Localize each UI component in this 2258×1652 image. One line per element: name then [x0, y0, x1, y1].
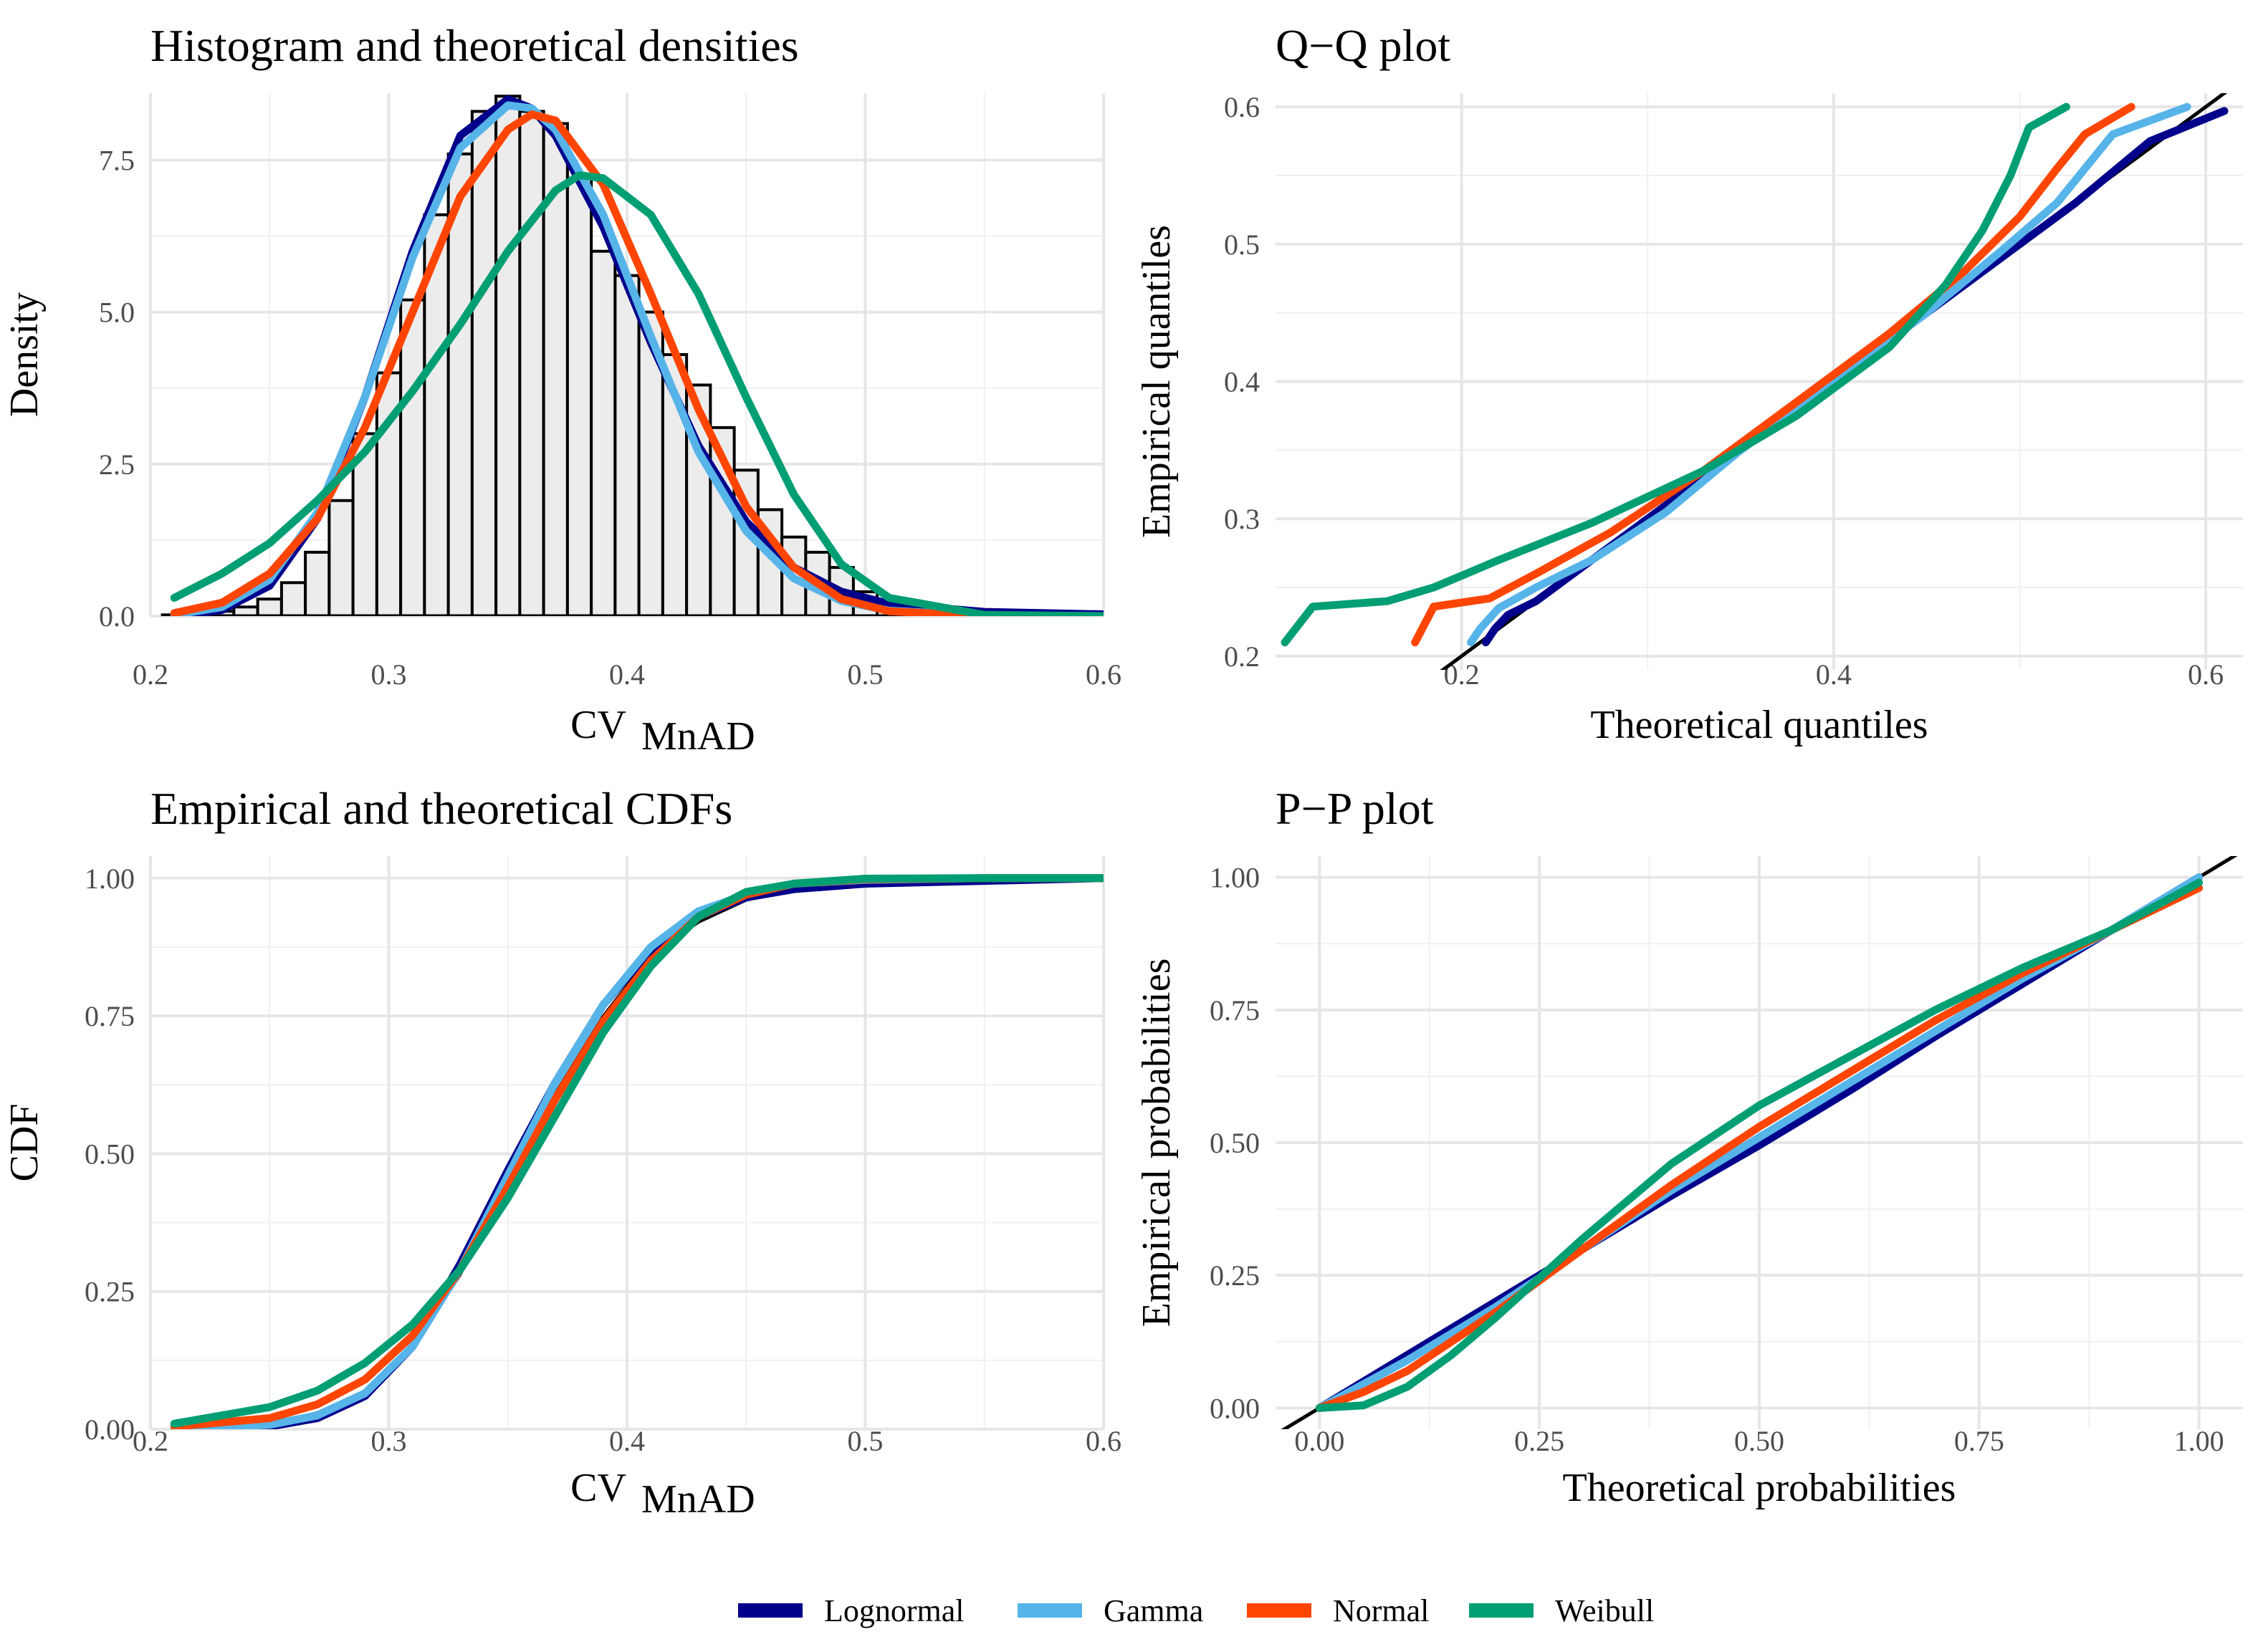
x-tick-label: 0.25 — [1514, 1425, 1564, 1457]
y-axis-title: Empirical quantiles — [1134, 225, 1179, 538]
histogram-bar — [590, 249, 617, 616]
histogram-bar — [399, 298, 426, 616]
y-tick-label: 0.25 — [1210, 1259, 1260, 1292]
histogram-bar — [518, 110, 545, 616]
legend-label: Normal — [1333, 1593, 1429, 1628]
histogram-panel: 0.2 0.3 0.4 0.5 0.6 0.0 2.5 5.0 7.5 Histogram and… — [2, 20, 1121, 759]
y-tick-label: 0.00 — [85, 1413, 135, 1446]
histogram-bar — [565, 176, 593, 616]
x-tick-label: 0.6 — [2188, 658, 2224, 691]
panel-title: Histogram and theoretical densities — [150, 20, 799, 71]
y-tick-label: 0.25 — [85, 1276, 135, 1308]
plot-area — [1281, 93, 2229, 670]
histogram-bar — [279, 581, 307, 616]
pp-plot-panel: 0.00 0.25 0.50 0.75 1.00 0.00 0.25 0.50 0.75 1.00… — [1134, 783, 2243, 1510]
y-tick-label: 0.75 — [85, 1000, 135, 1032]
x-tick-label: 0.6 — [1086, 658, 1121, 691]
plot-area — [1281, 856, 2238, 1429]
cdf-panel: 0.2 0.3 0.4 0.5 0.60.000.250.500.751.00Empir… — [2, 783, 1121, 1522]
x-axis-title-subscript: MnAD — [641, 714, 755, 759]
y-tick-label: 0.4 — [1224, 366, 1260, 398]
y-axis-title: Density — [2, 292, 47, 417]
histogram-bar — [304, 550, 331, 616]
y-tick-label: 0.75 — [1210, 994, 1260, 1027]
y-tick-label: 0.00 — [1210, 1392, 1260, 1424]
panel-title: P−P plot — [1276, 783, 1434, 834]
y-tick-label: 1.00 — [1210, 862, 1260, 894]
series-line-weibull — [1315, 878, 2204, 1412]
y-tick-label: 0.50 — [1210, 1127, 1260, 1159]
panel-title: Q−Q plot — [1276, 20, 1450, 71]
histogram-bar — [256, 597, 283, 616]
y-tick-label: 0.2 — [1224, 640, 1260, 673]
x-axis-title: CV — [570, 1466, 626, 1510]
x-tick-label: 0.5 — [848, 658, 884, 691]
x-tick-label: 0.00 — [1294, 1425, 1344, 1457]
series-line-weibull — [170, 874, 1104, 1428]
y-tick-label: 0.5 — [1224, 229, 1260, 261]
y-axis-title: CDF — [2, 1104, 47, 1182]
series-line-normal — [1411, 102, 2135, 647]
plot-area — [170, 874, 1104, 1429]
y-tick-label: 0.6 — [1224, 91, 1260, 123]
x-tick-label: 0.50 — [1734, 1425, 1784, 1457]
x-tick-label: 0.2 — [133, 658, 168, 691]
y-tick-label: 1.00 — [85, 863, 135, 895]
x-tick-label: 0.4 — [609, 658, 645, 691]
legend-label: Weibull — [1555, 1593, 1654, 1628]
x-axis-title: Theoretical quantiles — [1590, 703, 1928, 747]
x-tick-label: 0.75 — [1954, 1425, 2004, 1457]
legend-label: Gamma — [1104, 1593, 1203, 1628]
y-axis-title: Empirical probabilities — [1134, 959, 1179, 1327]
series-line-normal — [1315, 883, 2204, 1412]
legend-key-gamma — [1018, 1603, 1082, 1618]
histogram-bar — [494, 95, 522, 616]
x-tick-label: 1.00 — [2174, 1425, 2224, 1457]
legend-label: Lognormal — [824, 1593, 965, 1628]
plot-area — [161, 95, 1104, 616]
y-tick-label: 0.50 — [85, 1138, 135, 1170]
y-tick-label: 2.5 — [99, 448, 135, 481]
histogram-bar — [446, 152, 474, 616]
y-tick-label: 7.5 — [99, 144, 135, 176]
legend-key-normal — [1247, 1603, 1311, 1618]
y-tick-label: 0.3 — [1224, 503, 1260, 535]
series-line-weibull — [170, 171, 1104, 616]
x-axis-title: CV — [570, 703, 626, 747]
x-tick-label: 0.3 — [371, 658, 407, 691]
panel-title: Empirical and theoretical CDFs — [150, 783, 732, 834]
legend-key-lognormal — [738, 1603, 803, 1618]
histogram-bar — [613, 274, 641, 616]
histogram-bar — [327, 499, 355, 616]
series-line-weibull — [1281, 102, 2070, 647]
x-tick-label: 0.4 — [1816, 658, 1852, 691]
legend-key-weibull — [1469, 1603, 1534, 1618]
legend: Lognormal Gamma Normal Weibull — [738, 1593, 1654, 1628]
y-tick-label: 0.0 — [99, 600, 135, 633]
series-line-normal — [170, 110, 1104, 616]
histogram-bar — [470, 110, 498, 616]
y-tick-label: 5.0 — [99, 297, 135, 329]
x-axis-title: Theoretical probabilities — [1563, 1466, 1956, 1510]
qq-plot-panel: 0.2 0.4 0.60.20.30.40.50.6Q−Q plotTheoreti… — [1134, 20, 2243, 747]
x-axis-title-subscript: MnAD — [641, 1477, 755, 1522]
